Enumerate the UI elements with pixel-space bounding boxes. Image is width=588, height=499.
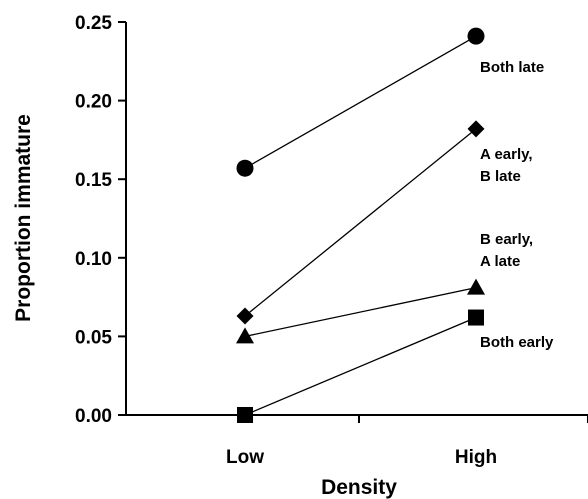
diamond-marker <box>467 120 485 138</box>
y-tick-label: 0.15 <box>75 170 112 191</box>
y-tick-label: 0.25 <box>75 13 112 34</box>
y-ticks: 0.00 0.05 0.10 0.15 0.20 0.25 <box>75 13 126 427</box>
triangle-marker <box>236 327 254 344</box>
y-tick-label: 0.20 <box>75 92 112 113</box>
triangle-marker <box>467 278 485 295</box>
series-label: A early, <box>480 146 533 163</box>
y-tick-label: 0.00 <box>75 406 112 427</box>
y-tick-label: 0.05 <box>75 327 112 348</box>
x-axis-title: Density <box>321 476 397 499</box>
series-lines <box>244 35 477 416</box>
series-label: B early, <box>480 231 533 248</box>
y-axis-title: Proportion immature <box>12 114 35 322</box>
series-markers <box>236 27 485 423</box>
diamond-marker <box>236 307 254 325</box>
y-tick-label: 0.10 <box>75 249 112 270</box>
x-tick-label: High <box>455 447 497 468</box>
series-label: A late <box>480 253 520 270</box>
series-line <box>244 316 477 416</box>
square-marker <box>237 407 253 423</box>
circle-marker <box>236 159 254 177</box>
series-labels: Both late A early, B late B early, A late Bot… <box>480 59 554 351</box>
series-line <box>244 35 477 169</box>
axes <box>125 22 588 416</box>
x-ticks: Low High <box>226 415 588 468</box>
series-label: B late <box>480 168 521 185</box>
x-tick-label: Low <box>226 447 264 468</box>
series-label: Both late <box>480 59 544 76</box>
series-line <box>244 128 477 317</box>
series-label: Both early <box>480 334 554 351</box>
circle-marker <box>467 27 485 45</box>
series-line <box>244 287 477 338</box>
square-marker <box>468 309 484 326</box>
